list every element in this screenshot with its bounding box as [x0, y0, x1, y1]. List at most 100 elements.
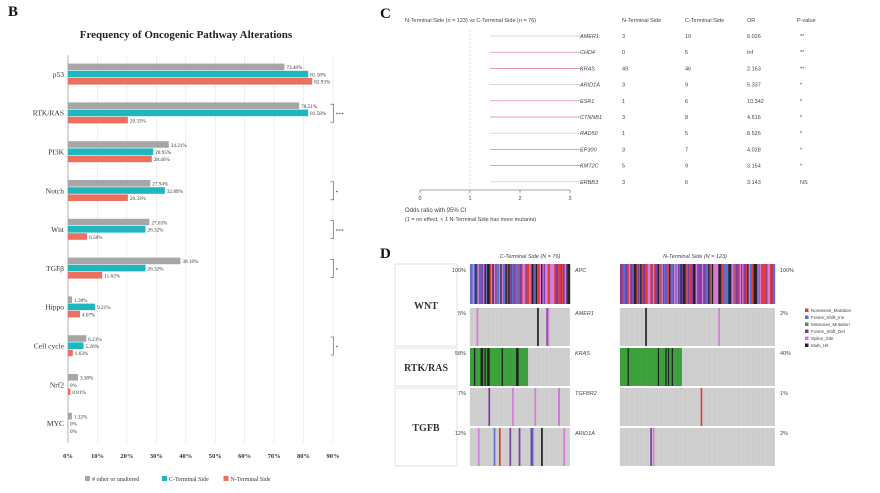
- mutation-cell: [756, 264, 758, 304]
- pathway-group-box: [394, 263, 458, 347]
- mutation-cell: [483, 264, 485, 304]
- mutation-cell: [759, 264, 762, 304]
- table-cell: 4.616: [747, 115, 761, 121]
- mutation-cell: [689, 264, 691, 304]
- significance-label: *: [335, 345, 338, 351]
- table-cell: 6.026: [747, 34, 761, 40]
- mutation-cell: [512, 388, 514, 426]
- mutation-cell: [656, 348, 659, 386]
- mutation-cell: [491, 348, 493, 386]
- mutation-cell: [558, 264, 560, 304]
- bar: [68, 342, 84, 349]
- mutation-cell: [508, 348, 510, 386]
- mutation-cell: [766, 264, 768, 304]
- mutation-cell: [667, 348, 670, 386]
- bar: [68, 78, 313, 85]
- forest-table: N-Terminal Side C-Terminal Side OR P-value A…: [579, 18, 816, 186]
- mutation-cell: [674, 348, 676, 386]
- data-label: 27.94%: [152, 182, 169, 188]
- mutation-cell: [510, 348, 513, 386]
- pathway-group-label: WNT: [414, 301, 438, 312]
- pathway-group-box: [394, 347, 458, 387]
- x-tick-label: 30%: [150, 453, 163, 460]
- mutation-cell: [514, 264, 517, 304]
- legend-swatch: [805, 336, 809, 340]
- mutation-cell: [518, 264, 521, 304]
- mutation-cell: [686, 264, 689, 304]
- mutation-cell: [485, 348, 488, 386]
- mutation-cell: [695, 264, 698, 304]
- legend-swatch: [805, 315, 809, 319]
- pathway-bar-chart: Frequency of Oncogenic Pathway Alteratio…: [33, 29, 344, 483]
- table-cell: NS: [800, 180, 808, 186]
- mutation-cell: [471, 348, 473, 386]
- mutation-cell: [539, 264, 542, 304]
- mutation-cell: [543, 264, 546, 304]
- mutation-cell: [659, 348, 661, 386]
- mutation-cell: [551, 264, 554, 304]
- bar: [68, 226, 146, 233]
- mutation-cell: [477, 428, 480, 466]
- mutation-cell: [772, 264, 774, 304]
- mutation-cell: [506, 264, 509, 304]
- forest-markers: › › › › › › › › › ›: [469, 30, 584, 188]
- mutation-cell: [662, 348, 665, 386]
- mutation-cell: [529, 264, 531, 304]
- mutation-cell: [723, 264, 725, 304]
- mutation-cell: [676, 264, 679, 304]
- pathway-group-labels: WNT RTK/RAS TGFB: [394, 263, 458, 467]
- mutation-cell: [711, 264, 714, 304]
- significance-label: *: [335, 267, 338, 273]
- mutation-cell: [655, 348, 657, 386]
- data-label: 78.51%: [301, 104, 318, 110]
- mutation-cell: [719, 264, 722, 304]
- bar: [68, 116, 128, 124]
- mutation-cell: [516, 264, 518, 304]
- x-tick-labels: 0% 10% 20% 30% 40% 50% 60% 70% 80% 90%: [63, 453, 339, 460]
- mutation-cell: [496, 348, 498, 386]
- mutation-cell: [631, 348, 633, 386]
- mutation-cell: [749, 264, 752, 304]
- mutation-cell: [509, 264, 511, 304]
- data-label: 20.33%: [130, 118, 147, 124]
- table-cell: 5: [622, 164, 625, 170]
- mutation-cell: [489, 348, 492, 386]
- mutation-cell: [675, 264, 677, 304]
- mutation-cell: [509, 428, 512, 466]
- mutation-cell: [530, 428, 533, 466]
- mutation-cell: [646, 264, 648, 304]
- mutation-cell: [627, 348, 630, 386]
- mutation-cell: [680, 264, 682, 304]
- forest-axis: 0 1 2 3: [418, 189, 572, 202]
- ci-arrow: ›: [582, 66, 584, 71]
- mutation-cell: [722, 264, 724, 304]
- mutation-cell: [675, 348, 677, 386]
- significance-label: ***: [335, 229, 344, 235]
- mutation-cell: [537, 264, 539, 304]
- mutation-cell: [670, 264, 672, 304]
- x-tick-label: 20%: [120, 453, 133, 460]
- mutation-cell: [554, 264, 556, 304]
- mutation-cell: [636, 348, 638, 386]
- mutation-cell: [646, 348, 648, 386]
- mutation-cell: [560, 264, 563, 304]
- mutation-cell: [743, 264, 745, 304]
- panel-letter-b: B: [8, 4, 19, 20]
- table-cell: 8: [685, 115, 688, 121]
- mutation-cell: [497, 348, 500, 386]
- table-cell: *: [800, 164, 803, 170]
- forest-tick-label: 3: [568, 196, 571, 202]
- row-percent-left: 58%: [455, 351, 466, 357]
- table-cell: 1: [622, 131, 625, 137]
- oncoprint-row-bg: [620, 388, 775, 426]
- mutation-cell: [509, 348, 511, 386]
- bar: [68, 296, 73, 303]
- mutation-cell: [626, 348, 628, 386]
- row-percent-left: 100%: [452, 268, 466, 274]
- row-gene-label: KRAS: [575, 351, 590, 357]
- mutation-cell: [479, 348, 481, 386]
- mutation-cell: [628, 348, 631, 386]
- mutation-cell: [623, 264, 626, 304]
- mutation-cell: [472, 348, 475, 386]
- mutation-cell: [714, 264, 716, 304]
